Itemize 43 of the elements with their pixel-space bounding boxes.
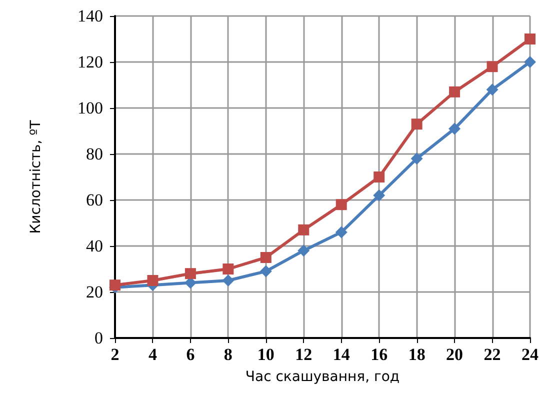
y-tick-label: 40 [86,236,103,256]
point [411,118,422,130]
point [486,61,498,72]
x-tick-label: 16 [370,345,388,364]
point [374,172,385,182]
point [410,152,423,165]
x-tick-label: 10 [257,345,274,364]
y-tick-label: 80 [86,144,103,164]
point [336,199,347,210]
point [298,224,310,236]
y-tick-label: 60 [86,190,103,210]
point [184,268,196,280]
y-tick-label: 140 [78,6,103,26]
point [524,56,536,68]
point [298,244,310,257]
x-tick-label: 6 [186,345,195,364]
x-axis-title: Час скашування, год [245,369,400,385]
point [222,274,234,286]
point [110,280,120,291]
y-tick-label: 20 [86,282,103,302]
y-tick-label: 120 [78,52,103,72]
x-tick-label: 12 [295,345,312,364]
y-tick-label: 100 [78,98,103,118]
point [373,189,386,202]
x-tick-label: 14 [332,345,350,364]
point [260,265,272,278]
point [448,122,461,135]
point [260,252,272,263]
x-tick-label: 18 [408,345,426,364]
x-tick-label: 24 [522,345,539,364]
point [147,275,158,286]
x-tick-label: 2 [110,345,120,364]
x-tick-label: 20 [446,345,464,364]
point [524,34,536,44]
x-tick-label: 4 [148,345,158,364]
x-tick-label: 22 [484,345,501,364]
point [449,86,460,98]
point [486,84,498,96]
y-axis-title: Кислотність, ºТ [28,120,44,234]
x-tick-label: 8 [224,345,232,364]
point [335,226,348,238]
y-tick-label: 0 [94,328,103,348]
point [222,264,234,274]
